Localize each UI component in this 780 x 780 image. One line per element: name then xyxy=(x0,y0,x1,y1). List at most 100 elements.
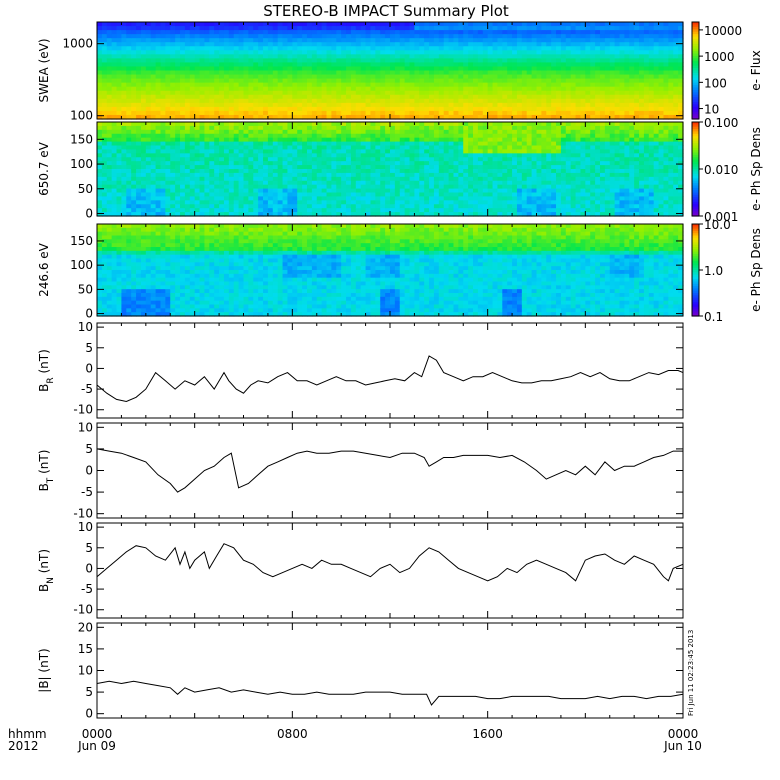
heatmap-cell xyxy=(199,188,206,194)
heatmap-cell xyxy=(214,212,220,217)
heatmap-cell xyxy=(321,70,328,76)
heatmap-cell xyxy=(336,66,342,72)
heatmap-cell xyxy=(170,50,176,55)
heatmap-cell xyxy=(248,157,254,162)
heatmap-cell xyxy=(360,62,367,68)
heatmap-cell xyxy=(170,169,176,174)
heatmap-cell xyxy=(336,188,342,194)
heatmap-cell xyxy=(184,157,191,162)
heatmap-cell xyxy=(267,102,274,108)
heatmap-cell xyxy=(126,110,132,116)
heatmap-cell xyxy=(180,153,186,158)
heatmap-cell xyxy=(341,204,347,209)
heatmap-cell xyxy=(140,102,147,108)
heatmap-cell xyxy=(253,180,259,186)
heatmap-cell xyxy=(653,86,660,92)
heatmap-cell xyxy=(575,110,582,116)
heatmap-cell xyxy=(599,114,606,120)
heatmap-cell xyxy=(101,70,108,76)
heatmap-cell xyxy=(365,165,372,170)
heatmap-cell xyxy=(194,82,201,88)
heatmap-cell xyxy=(97,122,103,127)
heatmap-cell xyxy=(145,149,152,154)
heatmap-cell xyxy=(336,50,342,55)
heatmap-cell xyxy=(170,192,176,198)
heatmap-cell xyxy=(375,110,381,116)
heatmap-cell xyxy=(131,192,137,198)
heatmap-cell xyxy=(551,102,557,108)
heatmap-cell xyxy=(492,50,499,55)
heatmap-cell xyxy=(180,122,186,127)
heatmap-cell xyxy=(306,212,313,217)
heatmap-cell xyxy=(209,172,215,178)
heatmap-cell xyxy=(394,188,401,194)
heatmap-cell xyxy=(404,98,411,104)
heatmap-cell xyxy=(131,42,137,47)
heatmap-cell xyxy=(463,114,469,120)
heatmap-cell xyxy=(414,30,420,35)
heatmap-cell xyxy=(385,165,391,170)
heatmap-cell xyxy=(546,82,552,88)
heatmap-cell xyxy=(394,26,401,31)
heatmap-cell xyxy=(272,129,279,135)
heatmap-cell xyxy=(433,125,440,131)
heatmap-cell xyxy=(243,22,249,27)
heatmap-cell xyxy=(473,58,479,64)
heatmap-cell xyxy=(482,26,489,31)
heatmap-cell xyxy=(121,58,127,64)
heatmap-cell xyxy=(263,176,269,182)
heatmap-cell xyxy=(492,137,499,143)
heatmap-cell xyxy=(184,141,191,147)
heatmap-cell xyxy=(624,46,630,51)
heatmap-cell xyxy=(585,30,591,35)
heatmap-cell xyxy=(609,46,616,51)
heatmap-cell xyxy=(429,141,435,147)
heatmap-cell xyxy=(321,110,328,116)
heatmap-cell xyxy=(468,50,474,55)
heatmap-cell xyxy=(653,34,660,39)
heatmap-cell xyxy=(238,106,245,112)
heatmap-cell xyxy=(390,70,396,76)
heatmap-cell xyxy=(463,161,469,166)
heatmap-cell xyxy=(556,90,562,96)
heatmap-cell xyxy=(380,169,386,174)
heatmap-cell xyxy=(380,200,386,205)
heatmap-cell xyxy=(140,122,147,127)
heatmap-cell xyxy=(106,129,113,135)
heatmap-cell xyxy=(429,50,435,55)
heatmap-cell xyxy=(311,212,318,217)
heatmap-cell xyxy=(263,22,269,27)
heatmap-cell xyxy=(375,141,381,147)
heatmap-cell xyxy=(263,192,269,198)
heatmap-cell xyxy=(140,180,147,186)
heatmap-cell xyxy=(287,161,293,166)
heatmap-cell xyxy=(111,74,118,80)
heatmap-cell xyxy=(297,153,303,158)
heatmap-cell xyxy=(282,208,289,213)
heatmap-cell xyxy=(429,192,435,198)
heatmap-cell xyxy=(160,200,166,205)
heatmap-cell xyxy=(214,70,220,76)
heatmap-cell xyxy=(233,208,240,213)
heatmap-cell xyxy=(477,78,484,84)
heatmap-cell xyxy=(473,180,479,186)
heatmap-cell xyxy=(189,169,196,174)
heatmap-cell xyxy=(365,212,372,217)
heatmap-cell xyxy=(306,74,313,80)
heatmap-cell xyxy=(487,86,494,92)
heatmap-cell xyxy=(399,114,406,120)
heatmap-cell xyxy=(160,78,166,84)
heatmap-cell xyxy=(170,172,176,178)
heatmap-cell xyxy=(233,149,240,154)
heatmap-cell xyxy=(653,114,660,120)
heatmap-cell xyxy=(297,70,303,76)
heatmap-cell xyxy=(311,66,318,72)
heatmap-cell xyxy=(150,208,157,213)
heatmap-cell xyxy=(404,157,411,162)
heatmap-cell xyxy=(604,34,611,39)
heatmap-cell xyxy=(497,180,503,186)
heatmap-cell xyxy=(184,204,191,209)
heatmap-cell xyxy=(131,106,137,112)
heatmap-cell xyxy=(502,82,508,88)
